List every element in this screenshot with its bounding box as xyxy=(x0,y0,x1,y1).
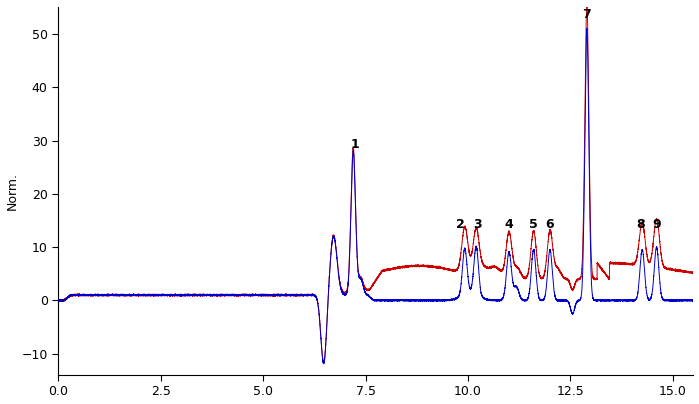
Text: 3: 3 xyxy=(473,218,482,231)
Text: 7: 7 xyxy=(582,8,591,21)
Text: 5: 5 xyxy=(529,218,538,231)
Text: 8: 8 xyxy=(636,218,644,231)
Text: 9: 9 xyxy=(652,218,661,231)
Text: 2: 2 xyxy=(456,218,465,231)
Text: 4: 4 xyxy=(505,218,513,231)
Text: 6: 6 xyxy=(546,218,554,231)
Y-axis label: Norm.: Norm. xyxy=(6,172,19,210)
Text: 1: 1 xyxy=(351,138,360,151)
